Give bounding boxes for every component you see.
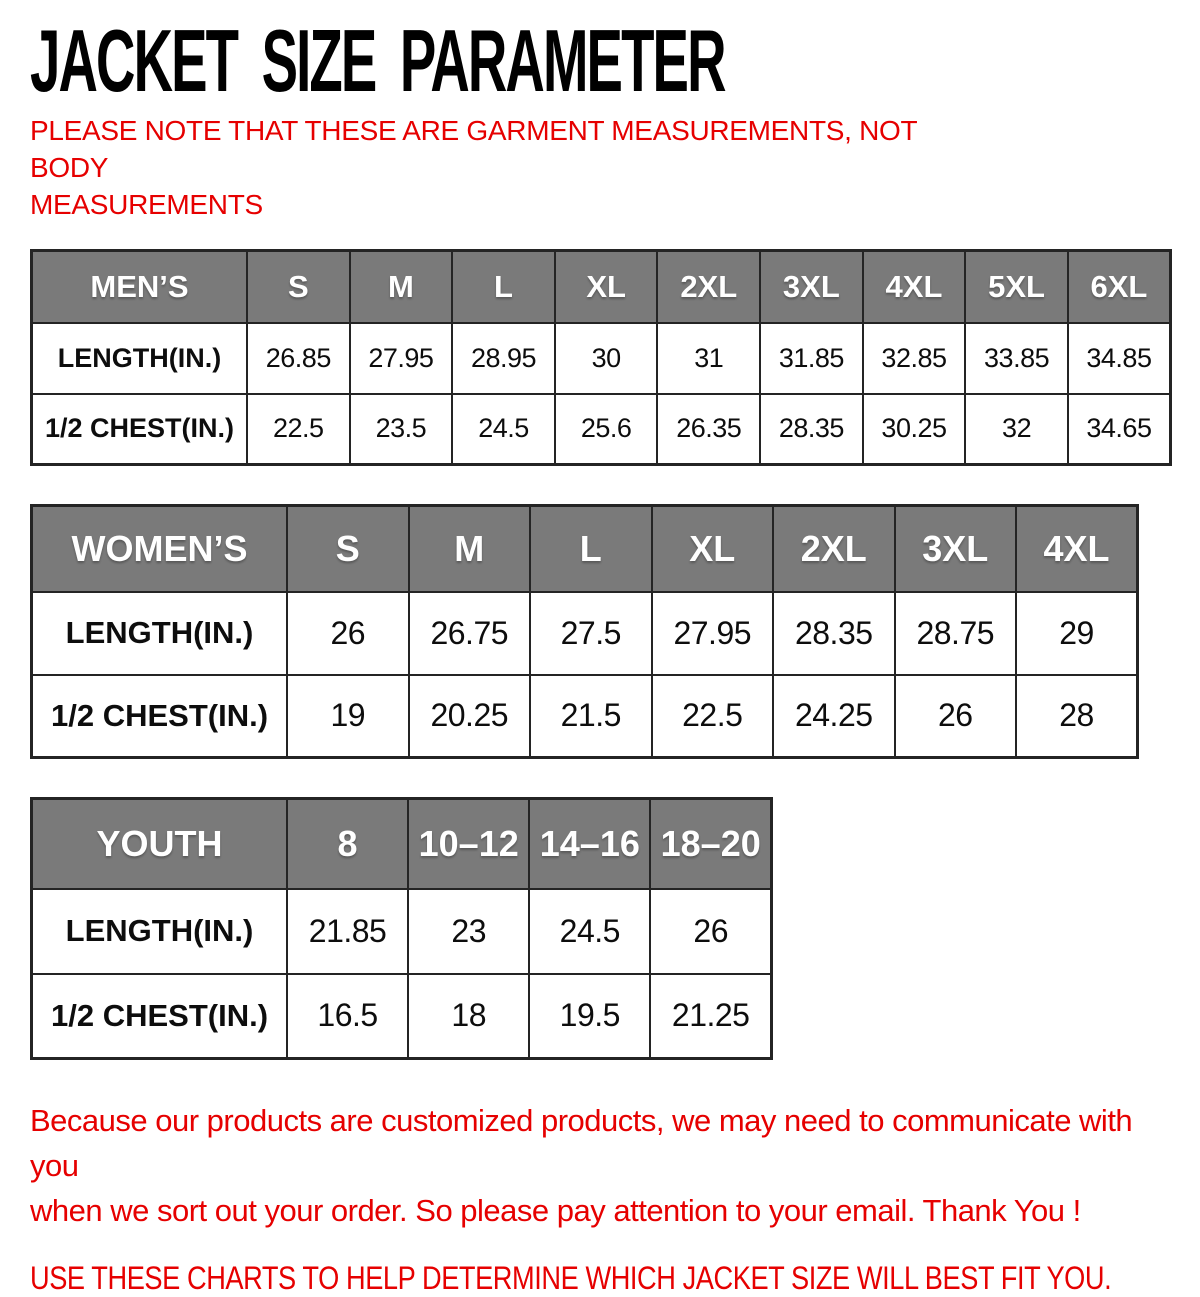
size-column-header: XL: [650, 504, 774, 593]
measurement-value: 27.5: [529, 590, 653, 676]
size-column-header: 2XL: [772, 504, 896, 593]
measurement-value: 34.65: [1066, 392, 1172, 466]
measurement-row-label: 1/2 CHEST(IN.): [30, 972, 288, 1060]
size-column-header: XL: [553, 249, 659, 324]
garment-measurement-note-line1: PLEASE NOTE THAT THESE ARE GARMENT MEASU…: [30, 115, 917, 183]
measurement-value: 25.6: [553, 392, 659, 466]
measurement-value: 18: [407, 972, 531, 1060]
measurement-value: 24.5: [451, 392, 556, 466]
measurement-value: 30.25: [861, 392, 967, 466]
size-table-mens: MEN’S S M L XL 2XL 3XL 4XL 5XL 6XL LENGTH(IN.) 26.8…: [30, 249, 1172, 466]
measurement-row: 1/2 CHEST(IN.) 22.5 23.5 24.5 25.6 26.35 28.35…: [30, 392, 1172, 466]
measurement-value: 24.25: [772, 673, 896, 759]
garment-measurement-note: PLEASE NOTE THAT THESE ARE GARMENT MEASU…: [30, 112, 990, 223]
measurement-value: 27.95: [650, 590, 774, 676]
measurement-value: 26.35: [656, 392, 762, 466]
garment-measurement-note-line2: MEASUREMENTS: [30, 189, 263, 220]
measurement-value: 29: [1015, 590, 1139, 676]
size-table-header-row: MEN’S S M L XL 2XL 3XL 4XL 5XL 6XL: [30, 249, 1172, 324]
size-column-header: 18–20: [649, 797, 773, 890]
measurement-value: 21.5: [529, 673, 653, 759]
measurement-value: 20.25: [407, 673, 531, 759]
measurement-row-label: LENGTH(IN.): [30, 887, 288, 975]
size-column-header: S: [286, 504, 410, 593]
size-table-header-row: YOUTH 8 10–12 14–16 18–20: [30, 797, 773, 890]
measurement-value: 22.5: [650, 673, 774, 759]
measurement-value: 28.75: [893, 590, 1017, 676]
size-column-header: L: [451, 249, 556, 324]
measurement-value: 26.85: [246, 321, 351, 395]
measurement-row-label: LENGTH(IN.): [30, 321, 248, 395]
usage-note: USE THESE CHARTS TO HELP DETERMINE WHICH…: [30, 1260, 1112, 1296]
size-column-header: 3XL: [759, 249, 864, 324]
size-column-header: 6XL: [1066, 249, 1172, 324]
measurement-row-label: 1/2 CHEST(IN.): [30, 392, 248, 466]
measurement-value: 28: [1015, 673, 1139, 759]
size-column-header: 3XL: [893, 504, 1017, 593]
size-column-header: 8: [285, 797, 410, 890]
measurement-row-label: LENGTH(IN.): [30, 590, 288, 676]
measurement-value: 22.5: [246, 392, 351, 466]
customization-note: Because our products are customized prod…: [30, 1098, 1170, 1233]
size-column-header: S: [246, 249, 351, 324]
measurement-value: 28.95: [451, 321, 556, 395]
size-column-header: 10–12: [407, 797, 531, 890]
size-column-header: L: [529, 504, 653, 593]
measurement-value: 24.5: [528, 887, 652, 975]
size-table-youth: YOUTH 8 10–12 14–16 18–20 LENGTH(IN.) 21.85 23 2…: [30, 797, 773, 1060]
measurement-value: 32: [964, 392, 1069, 466]
measurement-row: 1/2 CHEST(IN.) 16.5 18 19.5 21.25: [30, 972, 773, 1060]
size-tables-container: MEN’S S M L XL 2XL 3XL 4XL 5XL 6XL LENGTH(IN.) 26.8…: [30, 249, 1200, 1060]
customization-note-line1: Because our products are customized prod…: [30, 1103, 1133, 1183]
measurement-value: 23.5: [348, 392, 454, 466]
measurement-value: 31: [656, 321, 762, 395]
size-column-header: M: [407, 504, 531, 593]
measurement-row: LENGTH(IN.) 26 26.75 27.5 27.95 28.35 28.75 29: [30, 590, 1139, 676]
measurement-value: 28.35: [759, 392, 864, 466]
measurement-value: 16.5: [285, 972, 410, 1060]
measurement-value: 23: [407, 887, 531, 975]
measurement-value: 21.85: [285, 887, 410, 975]
measurement-value: 26.75: [407, 590, 531, 676]
customization-note-line2: when we sort out your order. So please p…: [30, 1193, 1081, 1228]
measurement-value: 19: [286, 673, 410, 759]
measurement-value: 27.95: [348, 321, 454, 395]
measurement-value: 19.5: [528, 972, 652, 1060]
measurement-value: 33.85: [964, 321, 1069, 395]
table-title-cell: WOMEN’S: [30, 504, 288, 593]
measurement-value: 26: [893, 673, 1017, 759]
table-title-cell: MEN’S: [30, 249, 248, 324]
size-column-header: 4XL: [1015, 504, 1139, 593]
table-title-cell: YOUTH: [30, 797, 288, 890]
measurement-value: 30: [553, 321, 659, 395]
size-column-header: 5XL: [964, 249, 1069, 324]
size-column-header: 2XL: [656, 249, 762, 324]
measurement-value: 31.85: [759, 321, 864, 395]
measurement-row: 1/2 CHEST(IN.) 19 20.25 21.5 22.5 24.25 26 28: [30, 673, 1139, 759]
measurement-value: 26: [649, 887, 773, 975]
measurement-value: 34.85: [1066, 321, 1172, 395]
size-column-header: 4XL: [861, 249, 967, 324]
size-column-header: M: [348, 249, 454, 324]
measurement-value: 26: [286, 590, 410, 676]
measurement-row: LENGTH(IN.) 21.85 23 24.5 26: [30, 887, 773, 975]
size-column-header: 14–16: [528, 797, 652, 890]
size-table-header-row: WOMEN’S S M L XL 2XL 3XL 4XL: [30, 504, 1139, 593]
measurement-value: 28.35: [772, 590, 896, 676]
measurement-row: LENGTH(IN.) 26.85 27.95 28.95 30 31 31.85 32.85…: [30, 321, 1172, 395]
size-table-womens: WOMEN’S S M L XL 2XL 3XL 4XL LENGTH(IN.) 26 26.75 2…: [30, 504, 1139, 759]
measurement-value: 32.85: [861, 321, 967, 395]
measurement-row-label: 1/2 CHEST(IN.): [30, 673, 288, 759]
page-title: JACKET SIZE PARAMETER: [30, 11, 726, 110]
measurement-value: 21.25: [649, 972, 773, 1060]
